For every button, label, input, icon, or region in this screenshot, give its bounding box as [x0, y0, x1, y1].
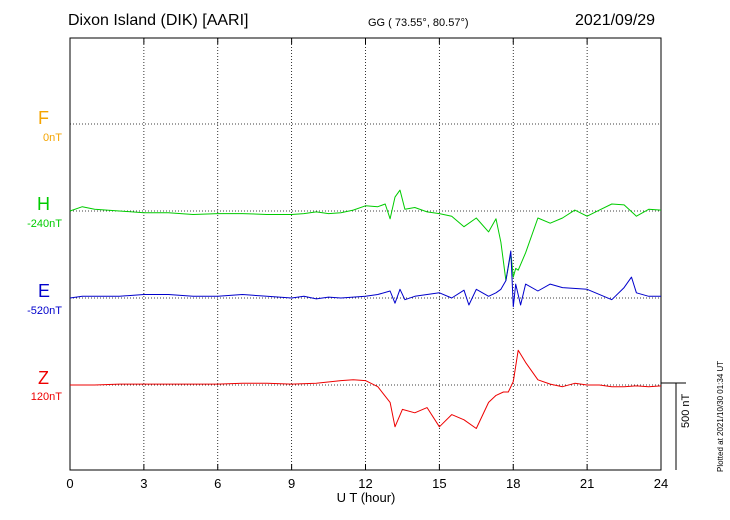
chart-date: 2021/09/29 [575, 12, 656, 29]
x-tick-label: 18 [506, 476, 521, 491]
x-tick-label: 9 [288, 476, 296, 491]
channel-f-offset: 0nT [43, 132, 62, 144]
gridlines [70, 38, 661, 470]
series-line-e [69, 250, 661, 308]
scale-bar-label: 500 nT [680, 393, 692, 428]
series-line-h [69, 189, 662, 282]
x-tick-label: 15 [432, 476, 447, 491]
x-tick-marks [69, 38, 662, 470]
station-title: Dixon Island (DIK) [AARI] [68, 12, 249, 29]
channel-z-label: Z [38, 368, 49, 388]
x-tick-label: 12 [358, 476, 373, 491]
channel-f-label: F [38, 108, 49, 128]
series-layer [69, 189, 662, 429]
scale-bar [661, 382, 686, 470]
channel-e-offset: -520nT [27, 305, 62, 317]
channel-z-offset: 120nT [30, 391, 62, 403]
x-tick-label: 21 [579, 476, 595, 491]
plotted-timestamp: Plotted at 2021/10/30 01:34 UT [716, 360, 725, 472]
x-tick-label: 3 [140, 476, 148, 491]
channel-e-label: E [38, 281, 51, 301]
x-axis-label: U T (hour) [336, 490, 396, 505]
channel-h-offset: -240nT [27, 218, 62, 230]
x-tick-label: 6 [214, 476, 222, 491]
x-tick-label: 0 [66, 476, 74, 491]
series-line-z [70, 349, 662, 429]
station-coordinates: GG ( 73.55°, 80.57°) [368, 17, 469, 29]
x-tick-label: 24 [653, 476, 669, 491]
channel-h-label: H [37, 194, 50, 214]
